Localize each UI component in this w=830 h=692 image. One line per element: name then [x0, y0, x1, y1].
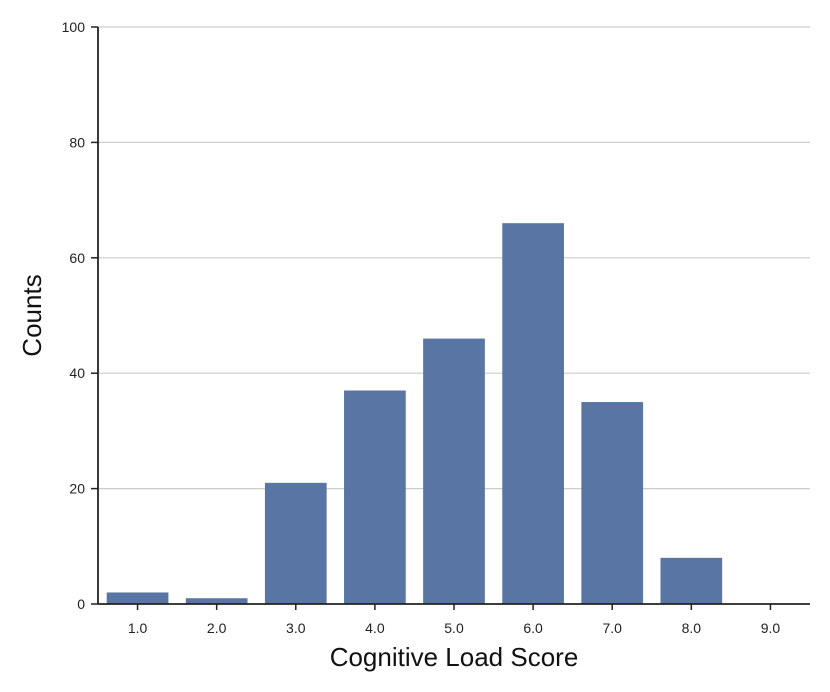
bar-6-0 [502, 223, 564, 604]
bar-2-0 [185, 598, 248, 604]
x-ticks: 1.0 2.0 3.0 4.0 5.0 6.0 7.0 8.0 9.0 [128, 604, 781, 636]
y-tick-label: 40 [69, 365, 85, 381]
bar-7-0 [581, 402, 644, 604]
x-axis-label: Cognitive Load Score [330, 642, 579, 672]
x-tick-label: 1.0 [128, 620, 148, 636]
y-tick-label: 60 [69, 250, 85, 266]
y-ticks: 0 20 40 60 80 100 [62, 19, 98, 612]
x-tick-label: 5.0 [444, 620, 464, 636]
bar-3-0 [264, 482, 327, 604]
x-tick-label: 3.0 [286, 620, 306, 636]
bar-5-0 [423, 338, 485, 604]
bars [106, 223, 723, 604]
y-tick-label: 0 [77, 596, 85, 612]
x-tick-label: 6.0 [523, 620, 543, 636]
x-tick-label: 7.0 [602, 620, 622, 636]
bar-4-0 [344, 390, 406, 604]
y-tick-label: 80 [69, 134, 85, 150]
bar-8-0 [660, 557, 723, 604]
bar-1-0 [106, 592, 169, 604]
x-tick-label: 8.0 [682, 620, 702, 636]
x-tick-label: 4.0 [365, 620, 385, 636]
y-tick-label: 20 [69, 481, 85, 497]
y-axis-label: Counts [17, 274, 47, 356]
x-tick-label: 9.0 [761, 620, 781, 636]
x-tick-label: 2.0 [207, 620, 227, 636]
y-tick-label: 100 [62, 19, 86, 35]
gridlines [98, 26, 810, 490]
